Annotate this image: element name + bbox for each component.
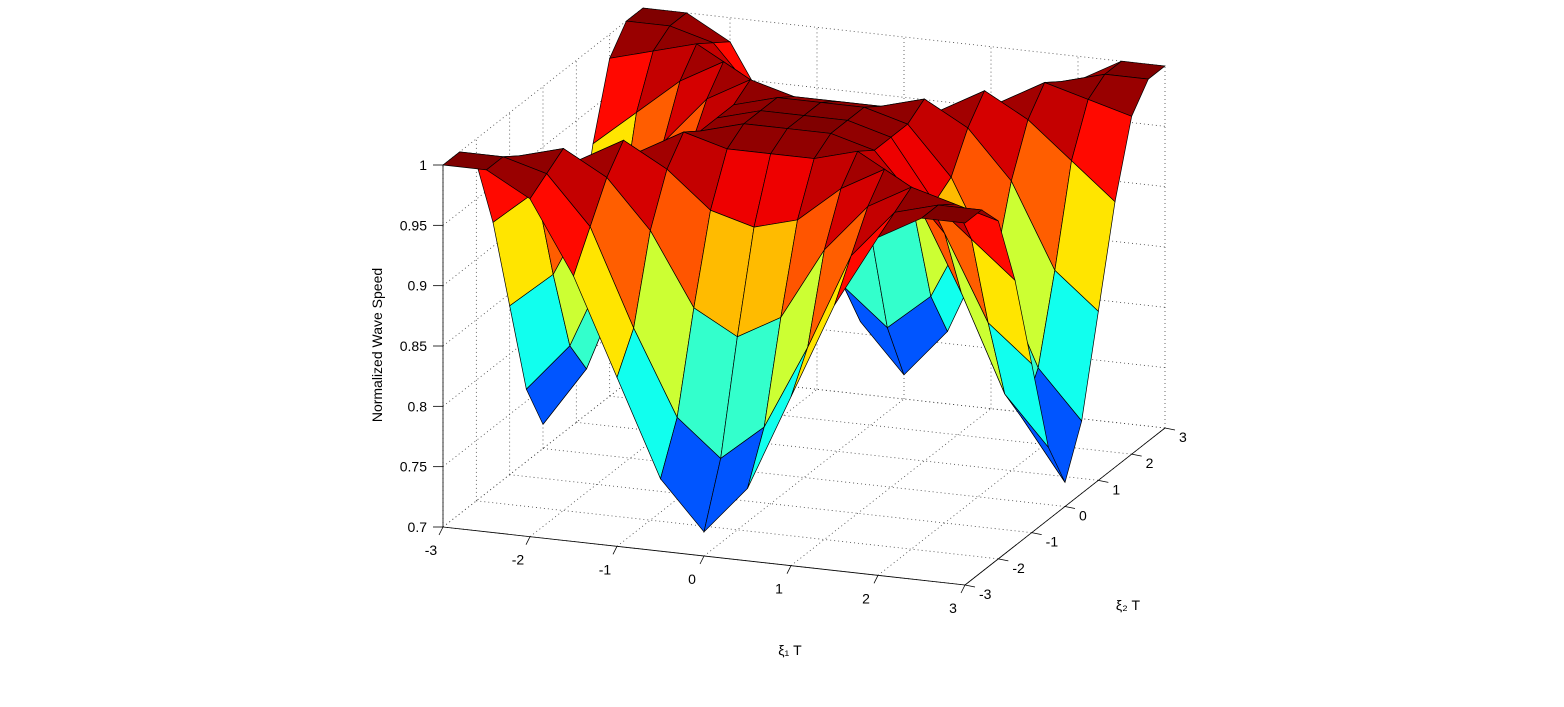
tick-mark xyxy=(960,584,966,594)
x-tick-label: 2 xyxy=(862,590,870,606)
tick-mark xyxy=(1064,506,1076,509)
tick-mark xyxy=(438,526,444,536)
tick-mark xyxy=(873,575,879,584)
tick-mark xyxy=(998,558,1009,562)
z-tick-label: 1 xyxy=(419,157,427,173)
x-tick-label: 0 xyxy=(688,571,696,587)
tick-mark xyxy=(1098,479,1109,483)
z-axis-label: Normalized Wave Speed xyxy=(369,268,385,422)
y-tick-label: 3 xyxy=(1179,429,1187,445)
y-tick-label: 1 xyxy=(1112,481,1120,497)
y-tick-label: 2 xyxy=(1146,455,1154,471)
grid-line xyxy=(476,500,999,560)
tick-mark xyxy=(1031,532,1042,536)
y-tick-label: 0 xyxy=(1079,508,1087,524)
tick-mark xyxy=(525,536,531,545)
z-tick-label: 0.9 xyxy=(408,278,428,294)
z-tick-label: 0.8 xyxy=(408,398,428,414)
x-tick-label: 3 xyxy=(949,600,957,616)
x-tick-label: 1 xyxy=(775,581,783,597)
y-tick-label: -3 xyxy=(979,586,992,602)
x-tick-label: -3 xyxy=(425,542,438,558)
x-tick-label: -2 xyxy=(512,552,525,568)
tick-mark xyxy=(699,555,705,565)
tick-mark xyxy=(1164,427,1176,431)
z-tick-label: 0.85 xyxy=(400,338,427,354)
y-tick-label: -2 xyxy=(1012,560,1025,576)
y-axis-label: ξ₂ T xyxy=(1116,597,1141,613)
z-tick-label: 0.7 xyxy=(408,519,428,535)
grid-line xyxy=(790,408,992,566)
x-tick-label: -1 xyxy=(599,561,612,577)
tick-mark xyxy=(612,546,618,555)
tick-mark xyxy=(964,584,976,588)
grid-line xyxy=(542,448,1066,507)
tick-mark xyxy=(786,565,792,574)
tick-mark xyxy=(1131,453,1142,457)
surface-patch xyxy=(920,204,983,224)
x-axis-label: ξ₁ T xyxy=(778,642,802,658)
z-tick-label: 0.95 xyxy=(400,217,427,233)
y-tick-label: -1 xyxy=(1046,534,1059,550)
z-tick-label: 0.75 xyxy=(400,459,427,475)
